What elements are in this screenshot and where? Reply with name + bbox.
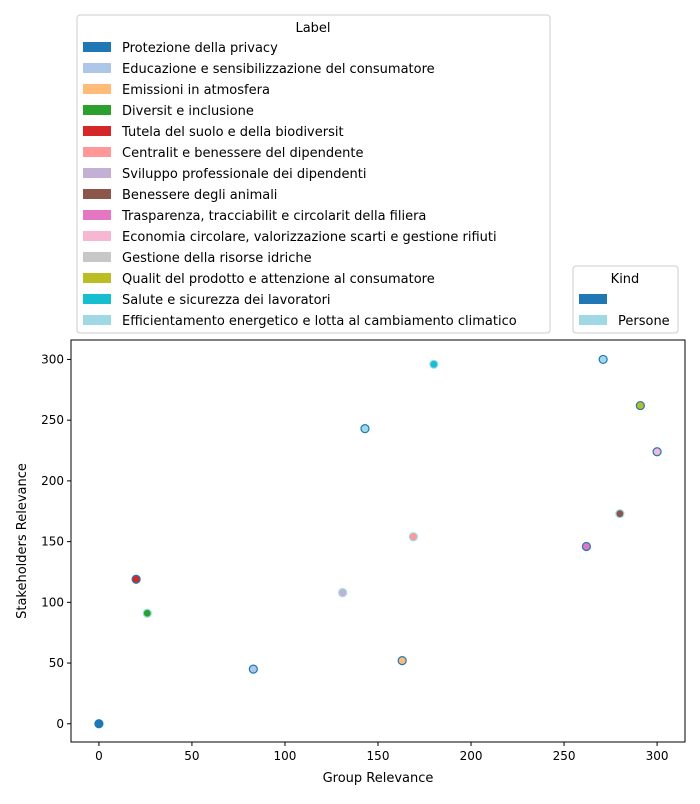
legend-label-swatch xyxy=(83,189,111,199)
scatter-point xyxy=(94,719,104,729)
legend-label-swatch xyxy=(83,273,111,283)
legend-label-swatch xyxy=(83,105,111,115)
legend-label-frame xyxy=(76,14,551,334)
y-axis: 0 50 100 150 200 250 300 xyxy=(41,352,71,731)
scatter-point xyxy=(248,664,258,674)
scatter-point xyxy=(635,400,645,411)
plot-area xyxy=(71,340,685,742)
scatter-point xyxy=(131,574,141,584)
y-tick-label: 250 xyxy=(41,413,64,427)
legend-label-entry: Centralit e benessere del dipendente xyxy=(122,146,363,161)
legend-label-entry: Educazione e sensibilizzazione del consu… xyxy=(122,62,435,77)
legend-kind-title: Kind xyxy=(611,272,640,287)
scatter-point xyxy=(360,424,370,434)
legend-label-swatch xyxy=(83,210,111,220)
legend-label-entry: Diversit e inclusione xyxy=(122,104,254,119)
y-tick-label: 0 xyxy=(56,717,64,731)
scatter-point xyxy=(598,354,608,365)
legend-label: Label Protezione della privacy Educazione… xyxy=(76,14,551,334)
x-tick-label: 50 xyxy=(184,749,199,763)
legend-label-swatch xyxy=(83,126,111,136)
legend-label-swatch xyxy=(83,63,111,73)
legend-label-swatch xyxy=(83,42,111,52)
scatter-point xyxy=(397,656,407,666)
legend-label-entry: Efficientamento energetico e lotta al ca… xyxy=(122,314,517,329)
legend-label-entry: Tutela del suolo e della biodiversit xyxy=(121,125,344,140)
y-axis-label: Stakeholders Relevance xyxy=(15,463,30,619)
y-tick-label: 150 xyxy=(41,535,64,549)
legend-label-swatch xyxy=(83,315,111,325)
x-tick-label: 300 xyxy=(646,749,669,763)
legend-label-swatch xyxy=(83,168,111,178)
x-axis-label: Group Relevance xyxy=(323,771,434,786)
legend-label-entry: Protezione della privacy xyxy=(122,41,278,56)
scatter-point xyxy=(338,588,348,598)
x-tick-label: 150 xyxy=(367,749,390,763)
scatter-point xyxy=(615,509,625,519)
legend-label-entry: Qualit del prodotto e attenzione al cons… xyxy=(122,272,435,287)
legend-kind-entries: Persone xyxy=(579,294,670,329)
scatter-point xyxy=(408,532,418,542)
legend-label-swatch xyxy=(83,84,111,94)
y-tick-label: 50 xyxy=(49,656,64,670)
legend-label-entry: Trasparenza, tracciabilit e circolarit d… xyxy=(121,209,426,224)
legend-label-entry: Salute e sicurezza dei lavoratori xyxy=(122,293,331,308)
x-tick-label: 0 xyxy=(95,749,103,763)
y-tick-label: 200 xyxy=(41,474,64,488)
scatter-point xyxy=(652,447,662,457)
x-tick-label: 200 xyxy=(460,749,483,763)
y-tick-label: 300 xyxy=(41,352,64,366)
legend-label-entry: Emissioni in atmosfera xyxy=(122,83,270,98)
legend-label-swatch xyxy=(83,252,111,262)
legend-label-swatch xyxy=(83,294,111,304)
scatter-point xyxy=(429,359,439,369)
legend-label-entry: Gestione della risorse idriche xyxy=(122,251,312,266)
legend-label-entry: Benessere degli animali xyxy=(122,188,277,203)
legend-label-entry: Economia circolare, valorizzazione scart… xyxy=(122,230,497,245)
legend-kind-entry: Persone xyxy=(618,314,670,329)
scatter-point xyxy=(581,541,591,552)
legend-kind-swatch xyxy=(579,294,607,304)
legend-label-swatch xyxy=(83,231,111,241)
x-tick-label: 100 xyxy=(274,749,297,763)
legend-label-swatch xyxy=(83,147,111,157)
x-tick-label: 250 xyxy=(553,749,576,763)
points-layer xyxy=(94,354,662,729)
legend-label-entry: Sviluppo professionale dei dipendenti xyxy=(122,167,366,182)
legend-kind: Kind Persone xyxy=(572,265,679,334)
y-tick-label: 100 xyxy=(41,595,64,609)
x-axis: 0 50 100 150 200 250 300 xyxy=(95,742,669,763)
legend-label-entries: Protezione della privacy Educazione e sen… xyxy=(83,41,517,329)
legend-label-title: Label xyxy=(295,21,330,36)
legend-kind-swatch xyxy=(579,315,607,325)
scatter-point xyxy=(142,608,152,618)
